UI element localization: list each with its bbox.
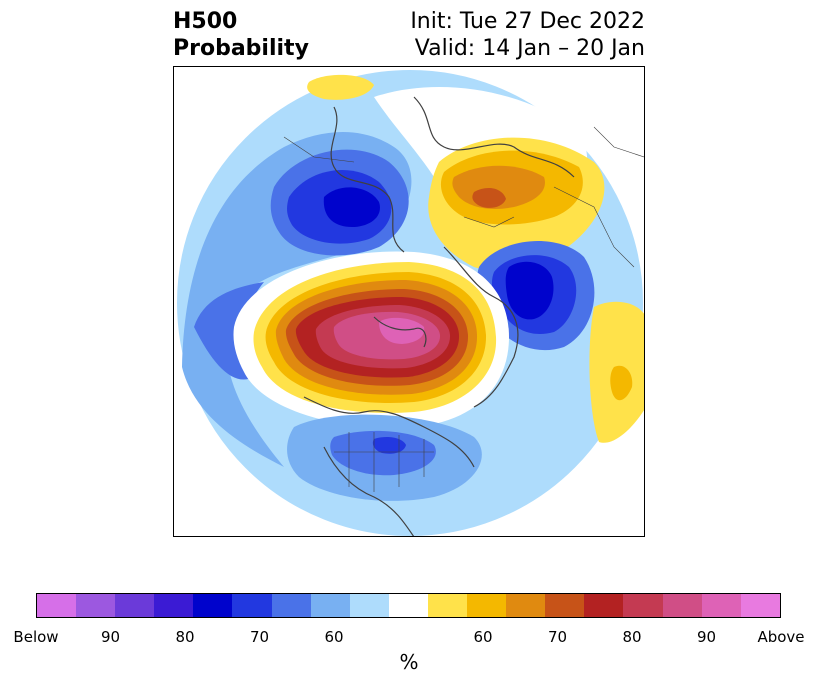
- north-yellow-patch: [307, 74, 374, 100]
- colorbar-tick-label: 80: [175, 628, 195, 646]
- colorbar-tick-label: Below: [13, 628, 59, 646]
- colorbar-tick-label: 60: [324, 628, 344, 646]
- colorbar-segment: [467, 594, 507, 617]
- colorbar-tick-label: 90: [100, 628, 121, 646]
- chart-title: H500 Probability: [173, 8, 309, 62]
- colorbar-segment: [740, 594, 780, 617]
- colorbar-tick-label: 70: [547, 628, 568, 646]
- ne-high-core: [472, 187, 506, 208]
- se-orange-patch: [610, 365, 633, 401]
- colorbar-segment: [232, 594, 272, 617]
- colorbar-segment: [701, 594, 741, 617]
- colorbar-segment: [37, 594, 77, 617]
- colorbar-tick-label: 80: [622, 628, 642, 646]
- init-date: Init: Tue 27 Dec 2022: [410, 9, 645, 34]
- colorbar-segment: [545, 594, 585, 617]
- colorbar-tick-label: Above: [757, 628, 805, 646]
- south-blue-core: [372, 437, 406, 454]
- title-line-1: H500: [173, 9, 238, 34]
- colorbar-segment: [506, 594, 546, 617]
- central-high-95: [379, 317, 425, 344]
- valid-range: Valid: 14 Jan – 20 Jan: [414, 36, 645, 61]
- colorbar-tick-label: 60: [473, 628, 493, 646]
- colorbar-segment: [154, 594, 194, 617]
- coastlines: [303, 96, 575, 536]
- colorbar-segment: [271, 594, 311, 617]
- colorbar-segment: [349, 594, 389, 617]
- borders: [283, 126, 644, 492]
- colorbar-segment: [427, 594, 468, 617]
- colorbar-segment: [584, 594, 624, 617]
- colorbar-tick-label: 70: [249, 628, 270, 646]
- colorbar-segment: [115, 594, 155, 617]
- nw-low-core: [323, 187, 380, 227]
- colorbar-segment: [310, 594, 350, 617]
- colorbar-segment: [623, 594, 663, 617]
- colorbar-segment: [388, 594, 428, 617]
- colorbar-tick-label: 90: [696, 628, 717, 646]
- colorbar-segment: [76, 594, 116, 617]
- colorbar: [36, 593, 781, 618]
- colorbar-segment: [662, 594, 702, 617]
- title-line-2: Probability: [173, 36, 309, 61]
- date-info: Init: Tue 27 Dec 2022 Valid: 14 Jan – 20…: [410, 8, 645, 62]
- east-low-core: [505, 261, 554, 320]
- colorbar-segment: [193, 594, 233, 617]
- probability-map: [173, 66, 645, 537]
- colorbar-unit: %: [399, 650, 419, 674]
- map-canvas: [177, 70, 644, 536]
